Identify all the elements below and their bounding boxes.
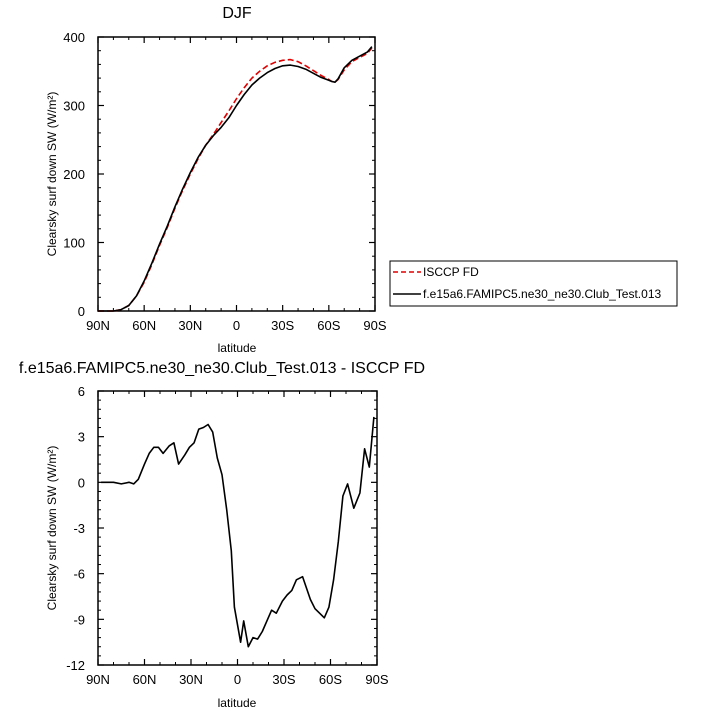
top-y-tick-label: 300 [63,99,85,114]
top-data-lines [98,46,373,312]
top-x-tick-label: 30S [271,318,294,333]
bottom-x-tick-label: 90S [365,672,388,687]
bottom-chart: f.e15a6.FAMIPC5.ne30_ne30.Club_Test.013 … [19,360,425,710]
top-x-axis-title: latitude [218,341,257,355]
top-y-tick-label: 100 [63,236,85,251]
top-x-tick-label: 60S [317,318,340,333]
top-y-axis-title: Clearsky surf down SW (W/m²) [45,92,59,257]
top-series-line-isccp-fd [98,47,373,312]
bottom-x-tick-label: 30S [272,672,295,687]
bottom-x-tick-label: 90N [86,672,110,687]
bottom-y-tick-label: -6 [73,567,85,582]
bottom-x-tick-label: 60N [133,672,157,687]
legend-label-isccp: ISCCP FD [423,265,479,279]
top-x-tick-label: 90S [363,318,386,333]
top-series-line-f-e15a6-famipc5-ne30-ne30-club-test-013 [98,46,373,312]
bottom-axes: 90N 60N 30N 0 30S 60S 90S -12 -9 -6 -3 0 3 6 [66,384,389,687]
bottom-y-tick-label: -12 [66,658,85,673]
bottom-x-axis-title: latitude [218,696,257,710]
bottom-y-tick-label: -9 [73,612,85,627]
bottom-data-lines [101,416,375,648]
legend: ISCCP FD f.e15a6.FAMIPC5.ne30_ne30.Club_… [389,260,678,307]
legend-box [389,260,678,307]
bottom-y-tick-label: -3 [73,521,85,536]
top-plot-frame [97,36,376,312]
top-x-tick-label: 0 [233,318,240,333]
top-y-tick-label: 400 [63,30,85,45]
bottom-x-tick-label: 60S [319,672,342,687]
top-x-tick-label: 60N [132,318,156,333]
top-chart-title: DJF [222,5,252,22]
bottom-series-line-difference [101,416,375,648]
bottom-y-tick-label: 3 [78,430,85,445]
top-chart: DJF 90N 60N 30N 0 30S 60S 90S 0 100 200 300 400 lat… [45,5,387,355]
bottom-x-tick-label: 30N [179,672,203,687]
legend-label-model: f.e15a6.FAMIPC5.ne30_ne30.Club_Test.013 [423,287,661,301]
bottom-y-tick-label: 0 [78,475,85,490]
bottom-y-axis-title: Clearsky surf down SW (W/m²) [45,446,59,611]
top-x-tick-label: 30N [178,318,202,333]
top-x-tick-label: 90N [86,318,110,333]
bottom-x-tick-label: 0 [234,672,241,687]
bottom-y-tick-label: 6 [78,384,85,399]
bottom-chart-title: f.e15a6.FAMIPC5.ne30_ne30.Club_Test.013 … [19,360,425,377]
top-axes: 90N 60N 30N 0 30S 60S 90S 0 100 200 300 400 [63,30,387,333]
top-y-tick-label: 0 [78,304,85,319]
top-y-tick-label: 200 [63,167,85,182]
